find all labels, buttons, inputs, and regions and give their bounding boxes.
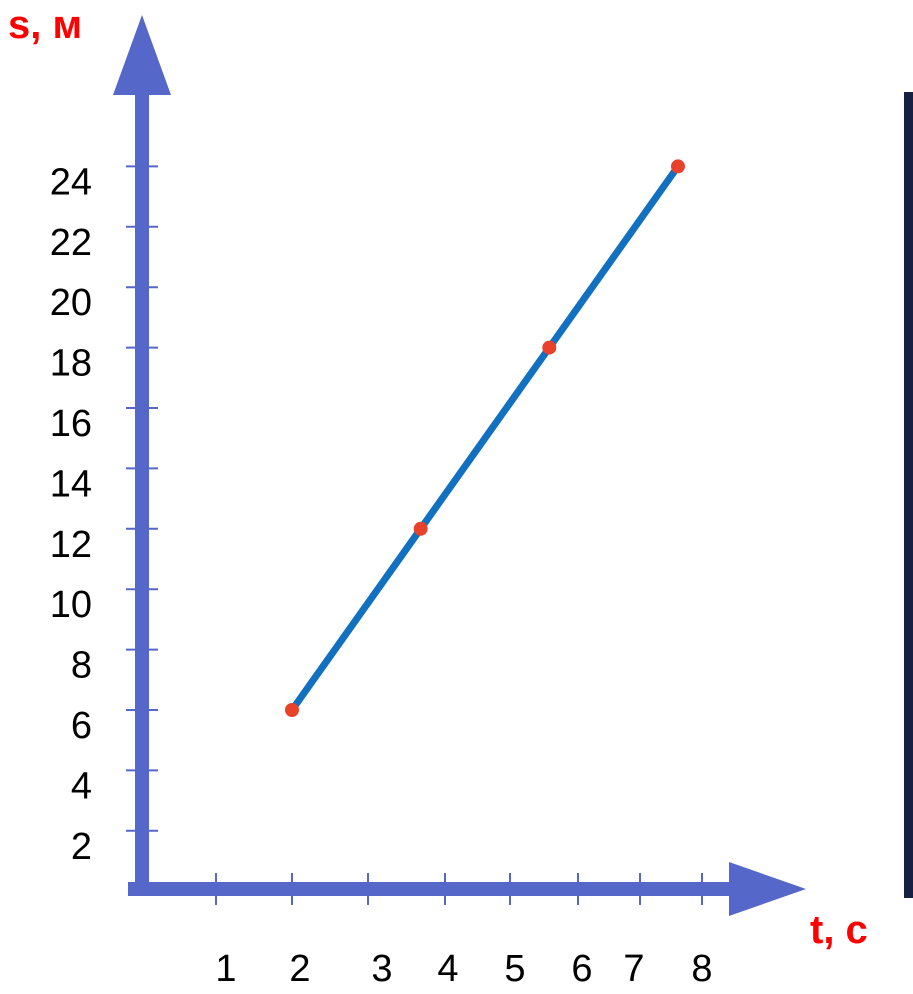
x-tick-label: 8 [691, 948, 712, 990]
x-tick-label: 4 [437, 948, 458, 990]
data-point [413, 521, 428, 536]
y-tick-label: 10 [50, 584, 92, 626]
x-axis-arrowhead [729, 862, 806, 916]
y-tick-label: 6 [71, 705, 92, 747]
side-bar [904, 92, 913, 898]
y-tick-label: 16 [50, 403, 92, 445]
y-tick-label: 12 [50, 524, 92, 566]
y-tick-label: 14 [50, 463, 92, 505]
y-tick-label: 4 [71, 765, 92, 807]
x-tick-label: 1 [215, 948, 236, 990]
x-tick-label: 6 [571, 948, 592, 990]
data-point [670, 159, 685, 174]
x-axis-line [128, 882, 778, 896]
y-ticks [126, 165, 158, 832]
y-tick-label: 2 [71, 826, 92, 868]
series-line [288, 162, 682, 714]
y-tick-label: 8 [71, 645, 92, 687]
x-tick-label: 5 [504, 948, 525, 990]
y-tick-label: 22 [50, 222, 92, 264]
series-group [285, 159, 685, 717]
data-point [285, 703, 299, 717]
y-tick-label: 20 [50, 282, 92, 324]
y-axis-title: s, м [8, 3, 82, 47]
x-axis [128, 862, 806, 916]
y-tick-label: 18 [50, 343, 92, 385]
x-tick-label: 3 [371, 948, 392, 990]
data-point [542, 340, 557, 355]
x-axis-title: t, c [810, 908, 868, 952]
y-tick-label: 24 [50, 161, 92, 203]
x-ticks [215, 873, 703, 905]
y-axis-arrowhead [113, 15, 171, 95]
x-tick-label: 7 [623, 948, 644, 990]
y-axis [113, 15, 171, 891]
x-tick-label: 2 [289, 948, 310, 990]
